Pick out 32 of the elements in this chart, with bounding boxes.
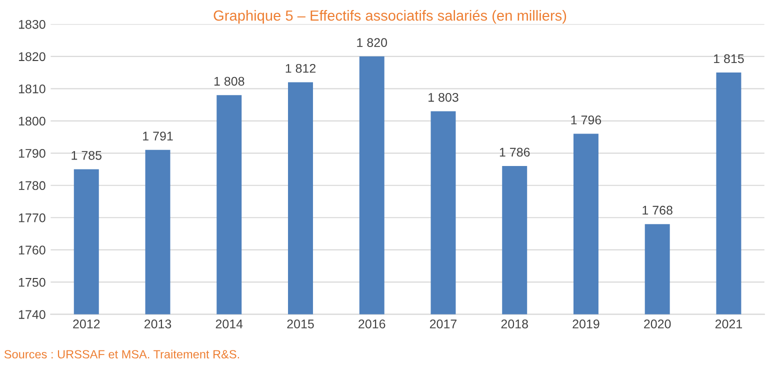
x-tick-label: 2014 (216, 320, 243, 328)
x-tick-label: 2013 (144, 320, 172, 328)
x-tick-label: 2019 (572, 320, 600, 328)
chart-title: Graphique 5 – Effectifs associatifs salariés (en milliers) (214, 10, 566, 24)
data-label: 1 791 (143, 132, 173, 140)
y-tick-label: 1760 (18, 246, 46, 255)
y-tick-label: 1800 (18, 116, 46, 126)
y-tick-label: 1770 (18, 213, 46, 222)
data-label: 1 796 (571, 116, 602, 124)
x-tick-label: 2012 (73, 320, 100, 328)
x-tick-label: 2015 (287, 320, 314, 328)
x-tick-label: 2020 (644, 320, 671, 328)
data-label: 1 815 (714, 54, 744, 64)
data-label: 1 820 (357, 38, 388, 48)
y-tick-label: 1790 (18, 148, 46, 158)
x-tick-label: 2017 (430, 320, 457, 328)
y-tick-label: 1740 (18, 310, 46, 319)
y-tick-label: 1750 (18, 278, 46, 287)
data-label: 1 808 (214, 76, 244, 86)
data-label: 1 803 (428, 92, 458, 102)
y-tick-label: 1810 (18, 84, 46, 94)
x-tick-label: 2018 (501, 320, 528, 328)
source-note: Sources : URSSAF et MSA. Traitement R&S. (4, 350, 240, 358)
y-tick-label: 1820 (18, 52, 46, 62)
data-label: 1 785 (72, 150, 102, 160)
x-tick-label: 2016 (358, 320, 386, 328)
x-tick-label: 2021 (715, 320, 742, 328)
y-tick-label: 1830 (18, 20, 46, 29)
data-label: 1 812 (286, 64, 316, 73)
data-label: 1 786 (500, 148, 530, 157)
y-tick-label: 1780 (18, 181, 46, 190)
data-label: 1 768 (642, 206, 672, 215)
